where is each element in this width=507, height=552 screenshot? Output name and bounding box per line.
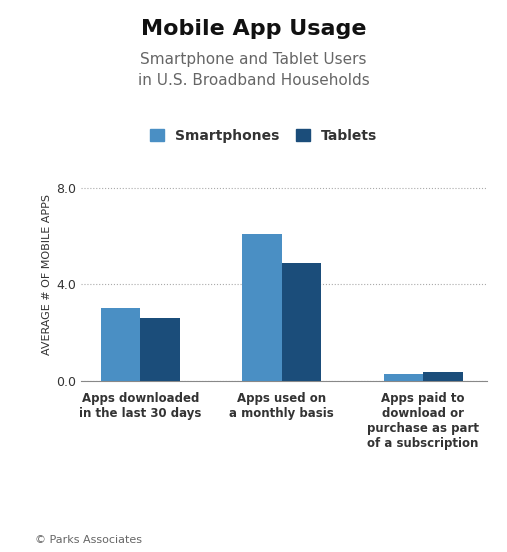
Bar [384, 374, 423, 381]
Bar [282, 263, 321, 381]
Text: Smartphone and Tablet Users
in U.S. Broadband Households: Smartphone and Tablet Users in U.S. Broa… [137, 52, 370, 88]
Text: © Parks Associates: © Parks Associates [35, 535, 142, 545]
Y-axis label: AVERAGE # OF MOBILE APPS: AVERAGE # OF MOBILE APPS [42, 194, 52, 355]
Legend: Smartphones, Tablets: Smartphones, Tablets [150, 129, 377, 142]
Bar [242, 233, 282, 381]
Bar [423, 373, 463, 381]
Text: Mobile App Usage: Mobile App Usage [141, 19, 366, 39]
Bar [140, 318, 180, 381]
Bar [101, 309, 140, 381]
